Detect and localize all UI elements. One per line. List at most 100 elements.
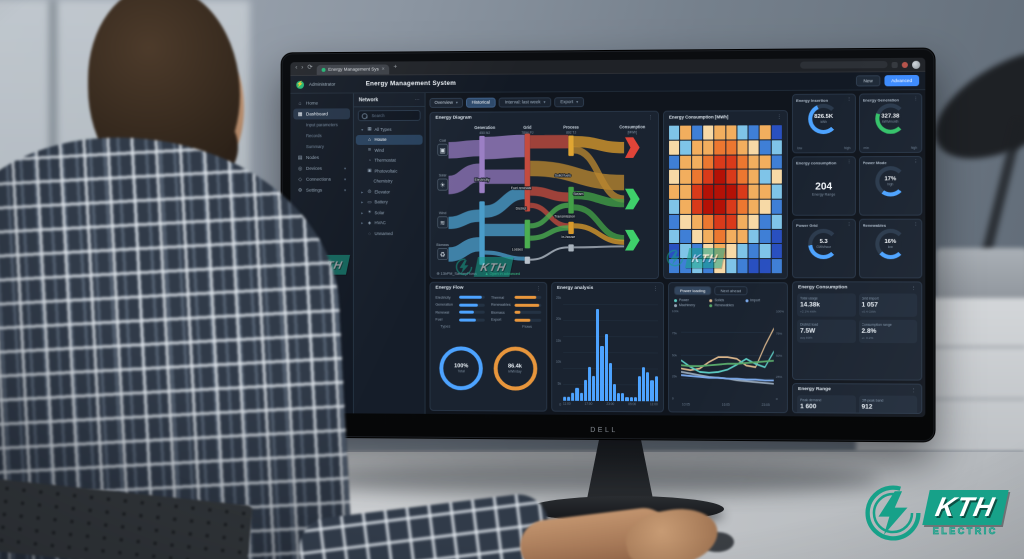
new-tab-icon[interactable]: + xyxy=(393,65,397,71)
overflow-menu-icon[interactable]: ⋮ xyxy=(911,387,916,393)
heatmap-cell xyxy=(692,215,702,229)
line-chart xyxy=(681,309,774,402)
overflow-menu-icon[interactable]: ⋮ xyxy=(847,222,852,228)
heatmap-cell xyxy=(714,185,724,199)
x-axis: 10:05 16:05 23:05 xyxy=(672,401,784,409)
heatmap-cell xyxy=(760,200,770,214)
heatmap-cell xyxy=(726,244,736,258)
overflow-menu-icon[interactable]: ⋮ xyxy=(777,114,782,120)
heatmap-cell xyxy=(760,215,770,229)
heatmap-cell xyxy=(760,244,770,258)
svg-text:[MWh]: [MWh] xyxy=(628,130,638,134)
svg-text:Consumption: Consumption xyxy=(619,124,645,129)
chip-historical[interactable]: Historical xyxy=(466,97,496,107)
heatmap-cell xyxy=(749,155,759,169)
view-toolbar: Overview ▾ Historical Interval: last week… xyxy=(430,94,788,109)
screen: ‹ › ⟳ Energy Management Sys × + ⚡ Admini… xyxy=(290,58,925,417)
panel-title: Energy Consumption [MWh] xyxy=(669,114,728,119)
advanced-button[interactable]: Advanced xyxy=(884,75,919,86)
chip-export[interactable]: Export ▾ xyxy=(554,97,584,107)
sankey-panel: Energy Diagram ⋮ ▣ Coal ☀ Solar ≋ Wind ♻ Biomas… xyxy=(430,111,660,279)
app-body: ⌂ Home ▦ Dashboard Input parameters Record… xyxy=(290,90,925,417)
svg-text:Fuel renewal: Fuel renewal xyxy=(511,186,531,190)
bar xyxy=(609,363,612,401)
overflow-menu-icon[interactable]: ⋮ xyxy=(914,222,919,228)
person xyxy=(0,0,370,559)
heatmap-cell xyxy=(680,259,690,273)
energy-consumption-panel: Energy Consumption ⋮ Total usage 14.38k +2… xyxy=(792,281,922,380)
heatmap-cell xyxy=(714,170,724,184)
heatmap-cell xyxy=(703,155,713,169)
heatmap-cell xyxy=(714,244,724,258)
tree-item-label: Elevator xyxy=(374,189,389,194)
svg-text:Coal: Coal xyxy=(439,138,446,142)
overflow-menu-icon[interactable]: ⋯ xyxy=(415,97,420,103)
legend-row: Biomass xyxy=(491,310,541,316)
heatmap-cell xyxy=(714,259,724,273)
new-button[interactable]: New xyxy=(856,75,880,86)
overflow-menu-icon[interactable]: ⋮ xyxy=(911,285,916,291)
overflow-menu-icon[interactable]: ⋮ xyxy=(648,114,653,120)
heatmap-cell xyxy=(669,126,679,140)
donut-chart-total: 100% Total xyxy=(440,346,483,390)
bar xyxy=(621,393,624,401)
heatmap-cell xyxy=(680,215,690,229)
svg-text:▣: ▣ xyxy=(440,147,446,154)
tab-next-ahead[interactable]: Next ahead xyxy=(714,286,747,295)
heatmap-cell xyxy=(737,155,747,169)
main-content: Overview ▾ Historical Interval: last week… xyxy=(426,91,792,416)
heatmap-cell xyxy=(703,215,713,229)
stat-tile: Total usage 14.38k +2.1% kWh xyxy=(797,293,855,316)
overflow-menu-icon[interactable]: ⋮ xyxy=(914,159,919,165)
gauge: 327.38 kWh/month xyxy=(875,103,906,133)
heatmap-cell xyxy=(760,229,770,243)
browser-avatar[interactable] xyxy=(912,60,920,68)
tab-close-icon[interactable]: × xyxy=(382,66,385,72)
overflow-menu-icon[interactable]: ⋮ xyxy=(847,159,852,165)
open-advanced-link[interactable]: ▲ Open in advanced xyxy=(485,271,520,275)
sankey-source-link[interactable]: ⊕ 13bPM_SankeyFlows xyxy=(436,271,476,276)
search-input[interactable] xyxy=(370,112,417,119)
y-axis-right: 100% 75% 50% 25% 0 xyxy=(776,309,784,402)
svg-text:In-house: In-house xyxy=(561,235,575,239)
view-select[interactable]: Overview ▾ xyxy=(430,97,463,107)
x-axis: 11:00 17:00 23:00 05:00 11:00 xyxy=(563,401,658,409)
notification-icon[interactable] xyxy=(902,61,908,67)
legend-row: Thermal xyxy=(491,295,541,301)
energy-range-panel: Energy Range ⋮ Peak demand 1 600 kWh limit… xyxy=(792,383,922,414)
svg-text:♻: ♻ xyxy=(440,252,446,259)
heatmap-cell xyxy=(749,259,759,273)
svg-text:450 MJ: 450 MJ xyxy=(479,131,490,135)
svg-text:7894 PJ: 7894 PJ xyxy=(521,131,533,135)
kth-electric-logo: KTH ELECTRIC xyxy=(864,484,1005,542)
address-bar[interactable] xyxy=(800,61,887,69)
heatmap-cell xyxy=(692,126,702,140)
bar xyxy=(638,376,641,401)
overflow-menu-icon[interactable]: ⋮ xyxy=(653,286,658,292)
heatmap-cell xyxy=(703,244,713,258)
extension-icon[interactable] xyxy=(892,61,898,67)
heatmap-cell xyxy=(726,140,736,154)
overflow-menu-icon[interactable]: ⋮ xyxy=(536,285,541,291)
heatmap-cell xyxy=(771,259,781,273)
bar xyxy=(642,368,645,402)
heatmap-cell xyxy=(714,140,724,154)
kth-bolt-icon xyxy=(864,484,922,542)
tab-power-loading[interactable]: Power loading xyxy=(674,286,712,295)
bar xyxy=(596,309,599,401)
chevron-down-icon: ▾ xyxy=(576,99,578,104)
power-loading-panel: Power loading Next ahead Power Solids Im… xyxy=(668,282,788,413)
overflow-menu-icon[interactable]: ⋮ xyxy=(847,97,852,103)
overflow-menu-icon[interactable]: ⋮ xyxy=(914,96,919,102)
page-title: Energy Management System xyxy=(366,80,456,88)
chip-interval[interactable]: Interval: last week ▾ xyxy=(499,97,552,107)
bar xyxy=(617,393,620,401)
bar-chart xyxy=(563,296,658,401)
electric-wordmark: ELECTRIC xyxy=(933,526,998,536)
heatmap-cell xyxy=(714,230,724,244)
heatmap-cell xyxy=(669,230,679,244)
stat-tile: Grid import 1 057 +0.4 GWh xyxy=(858,293,917,316)
gauge-card-power-grid: Power Grid ⋮ 5.3 GWh/hour xyxy=(792,219,855,279)
svg-text:Electricity: Electricity xyxy=(474,178,489,182)
heatmap-cell xyxy=(726,259,736,273)
